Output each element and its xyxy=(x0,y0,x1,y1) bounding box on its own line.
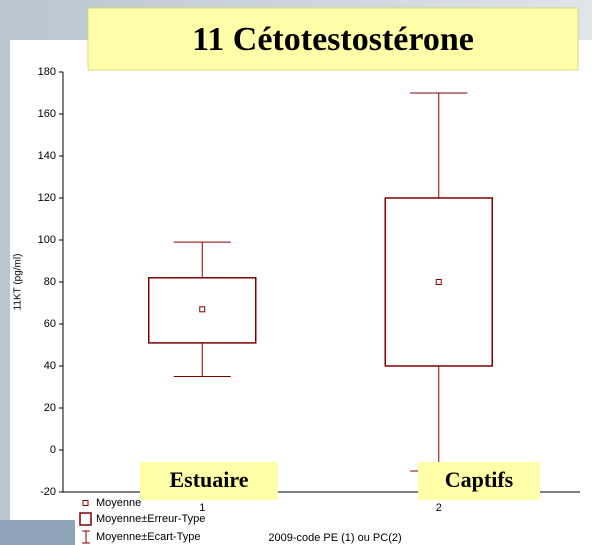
mean-marker xyxy=(435,279,442,285)
annotation-box xyxy=(140,462,278,500)
y-tick-label: 120 xyxy=(38,192,56,204)
legend-label: Moyenne xyxy=(96,497,141,509)
legend-whisker-icon xyxy=(82,530,90,544)
y-tick-label: 40 xyxy=(44,360,56,372)
annotation-box xyxy=(418,462,540,500)
box xyxy=(384,197,493,367)
legend-box-icon xyxy=(79,512,92,526)
mean-marker xyxy=(199,306,206,313)
y-tick-label: 0 xyxy=(50,444,56,456)
x-tick-label: 2 xyxy=(436,502,442,514)
y-tick-label: 20 xyxy=(44,402,56,414)
annotation: Estuaire xyxy=(169,467,248,492)
chart-title: 11 Cétotestostérone xyxy=(192,21,474,58)
y-tick-label: 60 xyxy=(44,318,56,330)
y-tick-label: -20 xyxy=(40,486,56,498)
y-tick-label: 180 xyxy=(38,66,56,78)
chart-area xyxy=(10,40,592,545)
legend-mean-icon xyxy=(82,500,89,506)
legend-label: Moyenne±Erreur-Type xyxy=(96,513,205,525)
slide-strip xyxy=(0,520,75,545)
title-box xyxy=(87,7,579,71)
annotation: Captifs xyxy=(445,467,514,492)
y-axis-label: 11KT (pg/ml) xyxy=(13,254,24,311)
y-tick-label: 160 xyxy=(38,108,56,120)
y-tick-label: 80 xyxy=(44,276,56,288)
legend-label: Moyenne±Ecart-Type xyxy=(96,531,200,543)
x-axis-label: 2009-code PE (1) ou PC(2) xyxy=(268,532,401,544)
box xyxy=(148,277,257,344)
y-tick-label: 100 xyxy=(38,234,56,246)
x-tick-label: 1 xyxy=(199,502,205,514)
y-tick-label: 140 xyxy=(38,150,56,162)
